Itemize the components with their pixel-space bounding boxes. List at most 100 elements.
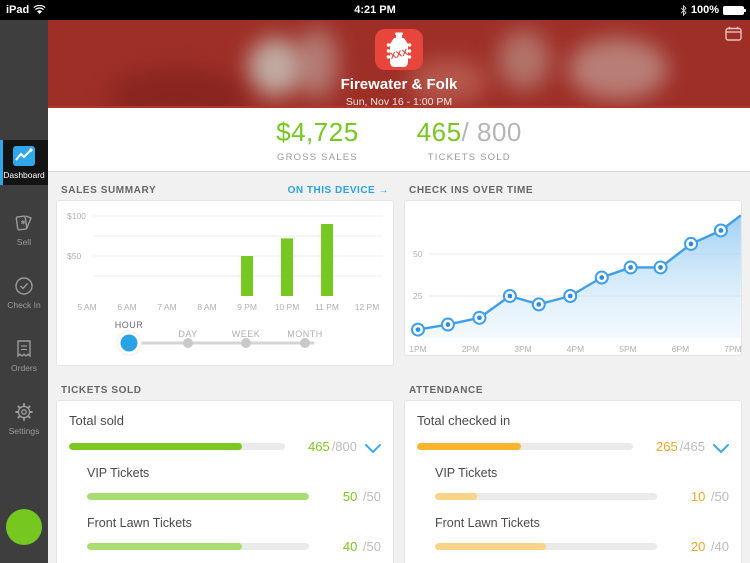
ticket-type-row: Front Lawn Tickets 40 /50 — [87, 516, 381, 554]
ticket-type-progressbar — [435, 493, 657, 500]
battery-percent: 100% — [690, 4, 719, 16]
status-presence-button[interactable] — [6, 509, 42, 545]
tickets-sold-card: Total sold 465/800 VIP Tickets 50 /50 Fr… — [56, 400, 394, 563]
sidebar-item-dashboard[interactable]: Dashboard — [0, 140, 48, 185]
bluetooth-icon — [680, 4, 687, 16]
sidebar: Dashboard ✱ Sell Check In — [0, 20, 48, 563]
tickets-sold-value: 465/ 800 — [416, 116, 522, 147]
total-sold-value: 465/800 — [307, 439, 357, 454]
sidebar-item-orders[interactable]: Orders — [0, 333, 48, 378]
svg-text:10 PM: 10 PM — [275, 302, 300, 312]
svg-text:12 PM: 12 PM — [355, 302, 380, 312]
svg-text:25: 25 — [413, 291, 423, 301]
wifi-icon — [33, 5, 46, 14]
ticket-type-row: Front Lawn Tickets 20 /40 — [435, 516, 729, 554]
ticket-type-progressbar — [87, 493, 309, 500]
checkins-line-chart: 25 50 1PM 2PM 3PM 4PM 5PM 6PM 7PM — [405, 201, 741, 355]
battery-icon — [723, 5, 746, 15]
calendar-icon[interactable] — [725, 26, 742, 44]
sidebar-item-label: Check In — [7, 300, 41, 310]
gross-sales-value: $4,725 — [276, 116, 359, 147]
device-name: iPad — [6, 4, 30, 16]
bar-10pm — [281, 238, 293, 296]
on-this-device-link[interactable]: ON THIS DEVICE → — [287, 184, 389, 196]
svg-text:5 AM: 5 AM — [77, 302, 96, 312]
chevron-down-icon[interactable] — [365, 441, 381, 453]
ticket-type-label: Front Lawn Tickets — [435, 516, 540, 530]
sidebar-item-label: Settings — [8, 426, 40, 436]
tickets-sold-label: TICKETS SOLD — [427, 151, 511, 163]
event-header: XXX Firewater & Folk Sun, Nov 16 - 1:00 … — [48, 20, 750, 108]
total-sold-label: Total sold — [69, 413, 124, 428]
bar-11pm — [321, 224, 333, 296]
stats-row: $4,725 GROSS SALES 465/ 800 TICKETS SOLD — [48, 108, 750, 172]
svg-text:6PM: 6PM — [672, 344, 689, 354]
ticket-type-value: 40 /50 — [342, 539, 381, 554]
svg-text:4PM: 4PM — [567, 344, 584, 354]
checkins-card: 25 50 1PM 2PM 3PM 4PM 5PM 6PM 7PM — [404, 200, 742, 356]
tickets-icon: ✱ — [15, 215, 32, 231]
total-checked-in-progressbar — [417, 443, 633, 450]
sidebar-item-label: Sell — [16, 237, 32, 247]
ticket-type-progressbar — [435, 543, 657, 550]
ticket-type-value: 50 /50 — [342, 489, 381, 504]
svg-text:11 PM: 11 PM — [315, 302, 339, 312]
gross-sales-label: GROSS SALES — [277, 151, 358, 163]
tickets-sold-stat: 465/ 800 TICKETS SOLD — [417, 117, 522, 163]
svg-text:50: 50 — [413, 249, 423, 259]
svg-text:2PM: 2PM — [462, 344, 479, 354]
svg-text:9 PM: 9 PM — [237, 302, 257, 312]
svg-text:7PM: 7PM — [724, 344, 741, 354]
svg-text:7 AM: 7 AM — [157, 302, 176, 312]
svg-text:HOUR: HOUR — [115, 320, 144, 330]
svg-text:$50: $50 — [67, 251, 81, 261]
sales-summary-title: SALES SUMMARY — [61, 184, 157, 196]
time-range-slider: HOUR DAY WEEK MONTH — [63, 320, 387, 371]
sales-bar-chart: $50 $100 5 AM 6 AM 7 AM 8 AM 9 PM 10 PM 11 PM 12 … — [63, 205, 387, 320]
check-circle-icon — [15, 277, 33, 295]
chevron-down-icon[interactable] — [713, 441, 729, 453]
gear-icon — [15, 403, 33, 421]
total-checked-in-value: 265/465 — [655, 439, 705, 454]
total-checked-in-label: Total checked in — [417, 413, 511, 428]
blurred-poster-art — [248, 38, 303, 96]
svg-text:DAY: DAY — [178, 329, 197, 339]
sidebar-item-label: Orders — [11, 363, 37, 373]
attendance-card: Total checked in 265/465 VIP Tickets 10 … — [404, 400, 742, 563]
bar-9pm — [241, 256, 253, 296]
gross-sales-stat: $4,725 GROSS SALES — [276, 117, 359, 163]
sidebar-item-label: Dashboard — [3, 170, 45, 180]
svg-text:6 AM: 6 AM — [117, 302, 136, 312]
sidebar-item-sell[interactable]: ✱ Sell — [0, 207, 48, 252]
checkins-title: CHECK INS OVER TIME — [409, 184, 534, 196]
tickets-sold-panel-title: TICKETS SOLD — [61, 384, 142, 396]
ticket-type-label: Front Lawn Tickets — [87, 516, 192, 530]
dashboard-chart-icon — [13, 146, 35, 166]
svg-text:$100: $100 — [67, 211, 86, 221]
svg-text:3PM: 3PM — [514, 344, 531, 354]
receipt-icon — [17, 340, 31, 358]
ticket-type-label: VIP Tickets — [435, 466, 498, 480]
sales-summary-card: $50 $100 5 AM 6 AM 7 AM 8 AM 9 PM 10 PM 11 PM 12 … — [56, 200, 394, 366]
ticket-type-progressbar — [87, 543, 309, 550]
event-title: Firewater & Folk — [340, 76, 458, 93]
moonshine-jug-icon: XXX — [375, 29, 423, 70]
ticket-type-value: 20 /40 — [690, 539, 729, 554]
svg-text:XXX: XXX — [389, 46, 409, 60]
event-datetime: Sun, Nov 16 - 1:00 PM — [345, 96, 453, 108]
svg-text:5PM: 5PM — [619, 344, 636, 354]
sidebar-item-settings[interactable]: Settings — [0, 396, 48, 441]
clock: 4:21 PM — [354, 4, 396, 16]
ticket-type-label: VIP Tickets — [87, 466, 150, 480]
slider-stop-week[interactable] — [241, 338, 251, 348]
slider-stop-day[interactable] — [183, 338, 193, 348]
ticket-type-row: VIP Tickets 10 /50 — [435, 466, 729, 504]
svg-text:8 AM: 8 AM — [197, 302, 216, 312]
svg-text:WEEK: WEEK — [232, 329, 261, 339]
sidebar-item-check-in[interactable]: Check In — [0, 270, 48, 315]
svg-text:MONTH: MONTH — [287, 329, 323, 339]
ticket-type-row: VIP Tickets 50 /50 — [87, 466, 381, 504]
slider-stop-month[interactable] — [300, 338, 310, 348]
attendance-panel-title: ATTENDANCE — [409, 384, 484, 396]
ticket-type-value: 10 /50 — [690, 489, 729, 504]
